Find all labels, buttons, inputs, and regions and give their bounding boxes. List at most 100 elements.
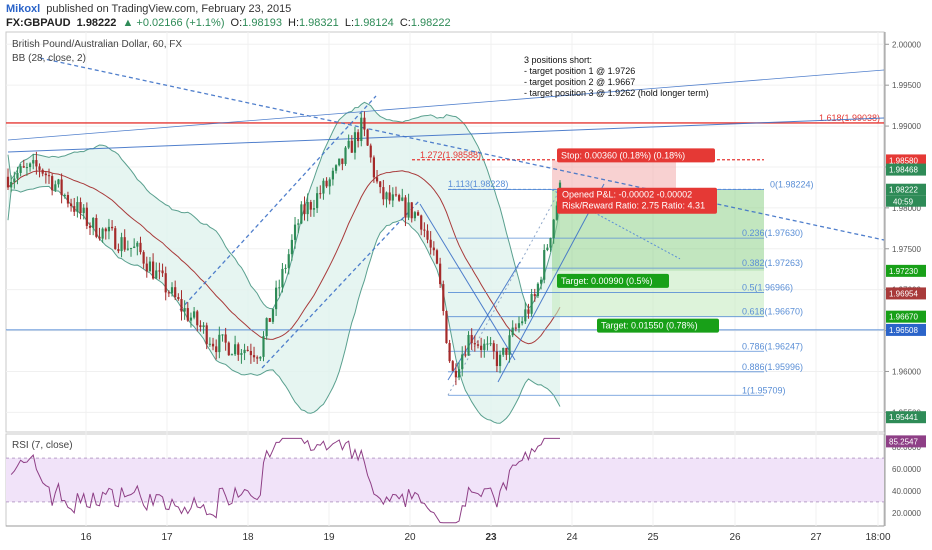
- candle-body: [457, 369, 461, 378]
- candle-body: [202, 325, 205, 328]
- candle-body: [316, 193, 319, 209]
- candle-body: [369, 145, 372, 158]
- fib-retracement[interactable]: 1.618(1.99038) 1.272(1.98588) 1.113(1.9822…: [412, 113, 880, 396]
- instrument-legend: British Pound/Australian Dollar, 60, FX: [12, 39, 182, 50]
- candle-body: [183, 308, 186, 312]
- candle-body: [32, 160, 35, 164]
- low-value: 1.98124: [354, 17, 394, 29]
- candle-body: [533, 294, 536, 297]
- price-badge-label: 1.98468: [889, 166, 918, 175]
- candle-body: [281, 268, 284, 288]
- candle-body: [208, 343, 211, 345]
- rsi-tick-label: 80.0000: [892, 443, 921, 452]
- candle-body: [126, 248, 129, 250]
- candle-body: [278, 287, 281, 289]
- price-badge-label: 1.97230: [889, 267, 918, 276]
- countdown-badge: [886, 195, 926, 207]
- close-value: 1.98222: [411, 17, 451, 29]
- candle-body: [517, 323, 521, 328]
- rsi-layer: [6, 437, 884, 524]
- high-label: H:: [288, 17, 299, 29]
- candle-body: [196, 311, 199, 326]
- candle-body: [300, 204, 303, 224]
- price-badge-label: 1.98580: [889, 156, 918, 165]
- price-badge: [886, 183, 926, 196]
- candle-body: [379, 181, 382, 188]
- trend-line: [179, 95, 377, 311]
- candle-body: [227, 342, 230, 356]
- candle-body: [123, 237, 126, 250]
- candle-body: [461, 354, 464, 370]
- candle-body: [161, 270, 164, 274]
- candle-body: [35, 160, 38, 167]
- candle-body: [85, 207, 88, 226]
- candle-body: [297, 223, 300, 225]
- fib-level-label: 0(1.98224): [770, 180, 814, 190]
- candle-body: [148, 261, 152, 272]
- candle-body: [312, 208, 316, 210]
- price-badge: [886, 287, 926, 300]
- candle-body: [95, 218, 98, 237]
- x-tick-label: 17: [161, 532, 173, 543]
- candle-body: [502, 347, 505, 355]
- open-value: 1.98193: [242, 17, 282, 29]
- trend-line: [419, 203, 516, 361]
- candle-body: [366, 129, 369, 146]
- rr-label: Risk/Reward Ratio: 2.75 Ratio: 4.31: [562, 201, 705, 211]
- candle-body: [410, 202, 413, 219]
- candle-body: [401, 197, 404, 201]
- candle-body: [120, 237, 123, 252]
- candle-body: [505, 347, 508, 355]
- candle-body: [262, 336, 265, 357]
- drawing-lines[interactable]: [6, 57, 885, 383]
- candle-body: [63, 195, 66, 197]
- price-badge-label: 1.96670: [889, 313, 918, 322]
- candle-body: [357, 132, 360, 142]
- stop-label-box: [557, 148, 715, 163]
- fib-level-label: 0.886(1.95996): [742, 362, 803, 372]
- candle-body: [104, 228, 107, 232]
- candle-body: [353, 132, 357, 153]
- rsi-legend: RSI (7, close): [12, 440, 73, 451]
- y-tick-label: 1.96000: [892, 367, 921, 376]
- axes: 16 17 18 19 20 23 24 25 26 27 18:00 2.00000 1.99500 1…: [80, 40, 926, 543]
- candle-body: [110, 226, 114, 229]
- trend-line: [39, 57, 885, 241]
- last-price: 1.98222: [77, 17, 117, 29]
- candle-body: [60, 179, 63, 196]
- candle-body: [555, 205, 558, 220]
- change-value: ▲ +0.02166 (+1.1%): [122, 17, 224, 29]
- candle-body: [470, 334, 473, 344]
- symbol-label: FX:GBPAUD: [6, 17, 71, 29]
- candle-body: [498, 354, 502, 367]
- candle-body: [13, 178, 16, 182]
- candle-body: [259, 356, 262, 359]
- pnl-label: Opened P&L: -0.00002 -0.00002: [562, 190, 692, 200]
- fib-level-label: 1(1.95709): [742, 385, 786, 395]
- candle-body: [530, 294, 533, 314]
- candle-body: [290, 239, 293, 255]
- candle-body: [164, 273, 167, 293]
- candle-body: [218, 334, 221, 353]
- price-badge: [886, 411, 926, 424]
- candle-body: [82, 207, 85, 214]
- candle-body: [57, 179, 60, 185]
- candle-body: [448, 343, 451, 362]
- fib-level-label: 1.113(1.98228): [448, 179, 508, 189]
- price-badge-label: 1.95441: [889, 413, 918, 422]
- candle-body: [319, 193, 322, 195]
- candle-body: [420, 215, 423, 230]
- candle-body: [442, 284, 445, 312]
- trend-line: [7, 69, 885, 141]
- y-tick-label: 1.99500: [892, 81, 921, 90]
- candle-body: [429, 239, 432, 248]
- candle-body: [347, 140, 350, 148]
- candle-body: [167, 292, 170, 294]
- candle-body: [495, 351, 499, 367]
- candle-body: [275, 287, 278, 310]
- note-annotation[interactable]: 3 positions short: - target position 1 @…: [524, 55, 709, 98]
- fib-level-label: 0.786(1.96247): [742, 341, 803, 351]
- candle-body: [325, 180, 328, 187]
- trend-line: [447, 261, 521, 381]
